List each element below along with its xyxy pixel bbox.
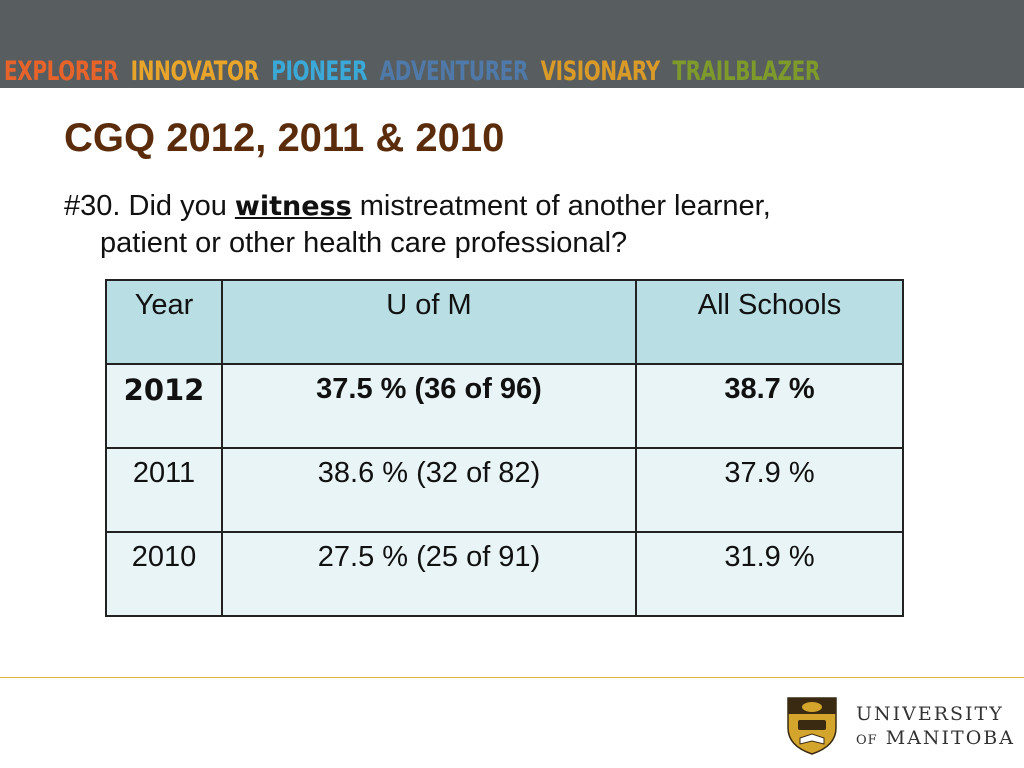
logo-manitoba-line: OF MANITOBA [856, 727, 1015, 749]
cell-uofm: 38.6 % (32 of 82) [221, 447, 637, 533]
university-crest-icon [787, 697, 837, 755]
question-text: #30. Did you witness mistreatment of ano… [64, 188, 964, 262]
header-all-schools: All Schools [635, 279, 904, 365]
question-line2: patient or other health care professiona… [100, 227, 628, 259]
question-emphasis: witness [234, 191, 352, 222]
tagline-word-trailblazer: TRAILBLAZER [672, 56, 820, 87]
tagline-word-visionary: VISIONARY [540, 56, 661, 87]
cell-year: 2010 [105, 531, 223, 617]
table-row: 2012 37.5 % (36 of 96) 38.7 % [105, 363, 904, 449]
cell-uofm: 27.5 % (25 of 91) [221, 531, 637, 617]
question-suffix: mistreatment of another learner, [351, 190, 771, 222]
table-header-row: Year U of M All Schools [105, 279, 904, 365]
logo-manitoba: MANITOBA [885, 727, 1015, 749]
results-table: Year U of M All Schools 2012 37.5 % (36 … [105, 279, 904, 617]
logo-of: OF [856, 733, 878, 748]
header-year: Year [105, 279, 223, 365]
cell-year: 2011 [105, 447, 223, 533]
tagline: EXPLORER INNOVATOR PIONEER ADVENTURER VI… [4, 56, 826, 90]
table-row: 2010 27.5 % (25 of 91) 31.9 % [105, 531, 904, 617]
tagline-word-adventurer: ADVENTURER [379, 56, 529, 87]
table-row: 2011 38.6 % (32 of 82) 37.9 % [105, 447, 904, 533]
slide-title: CGQ 2012, 2011 & 2010 [64, 116, 505, 160]
cell-all-schools: 38.7 % [635, 363, 904, 449]
header-banner: EXPLORER INNOVATOR PIONEER ADVENTURER VI… [0, 0, 1024, 88]
header-uofm: U of M [221, 279, 637, 365]
cell-all-schools: 37.9 % [635, 447, 904, 533]
footer-divider [0, 677, 1024, 678]
question-prefix: #30. Did you [64, 190, 235, 222]
cell-all-schools: 31.9 % [635, 531, 904, 617]
tagline-word-pioneer: PIONEER [271, 56, 368, 87]
tagline-word-explorer: EXPLORER [4, 56, 119, 87]
university-logo-text: UNIVERSITY OF MANITOBA [856, 703, 1015, 749]
cell-uofm: 37.5 % (36 of 96) [221, 363, 637, 449]
logo-university: UNIVERSITY [856, 703, 1004, 725]
tagline-word-innovator: INNOVATOR [130, 56, 259, 87]
cell-year: 2012 [105, 363, 223, 449]
